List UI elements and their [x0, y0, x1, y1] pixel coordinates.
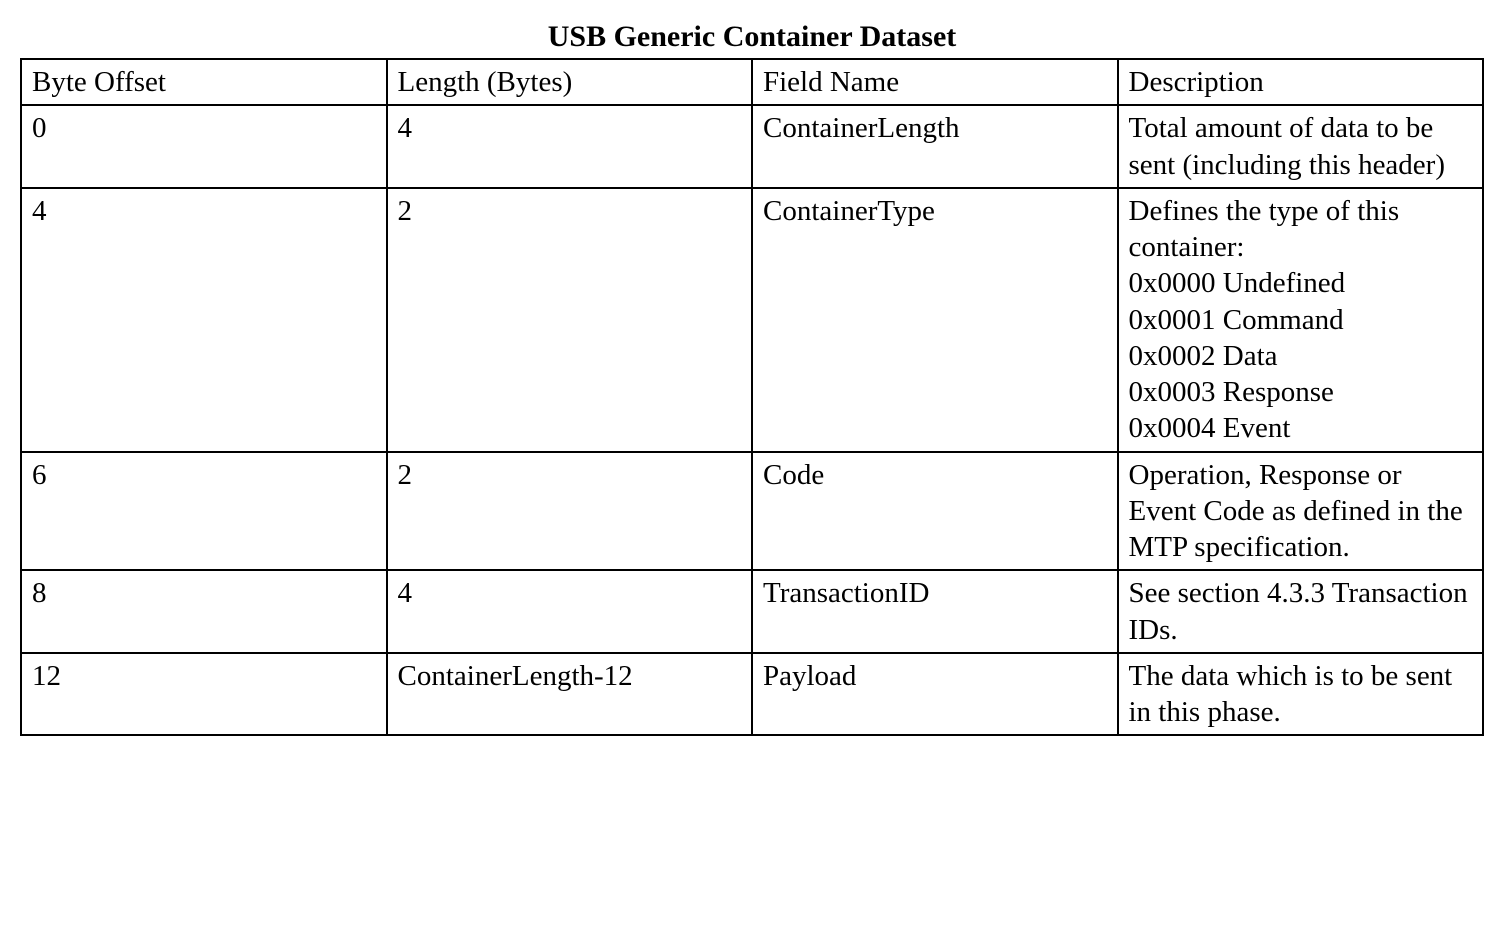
cell-byte-offset: 4 — [21, 188, 387, 452]
cell-length: 2 — [387, 188, 753, 452]
cell-length: ContainerLength-12 — [387, 653, 753, 736]
data-table: Byte Offset Length (Bytes) Field Name De… — [20, 58, 1484, 736]
table-row: 12 ContainerLength-12 Payload The data w… — [21, 653, 1483, 736]
table-row: 6 2 Code Operation, Response or Event Co… — [21, 452, 1483, 571]
col-header-byte-offset: Byte Offset — [21, 59, 387, 105]
col-header-length: Length (Bytes) — [387, 59, 753, 105]
table-row: 0 4 ContainerLength Total amount of data… — [21, 105, 1483, 188]
table-row: 4 2 ContainerType Defines the type of th… — [21, 188, 1483, 452]
cell-byte-offset: 6 — [21, 452, 387, 571]
table-header-row: Byte Offset Length (Bytes) Field Name De… — [21, 59, 1483, 105]
cell-byte-offset: 8 — [21, 570, 387, 653]
cell-field-name: ContainerType — [752, 188, 1118, 452]
cell-field-name: ContainerLength — [752, 105, 1118, 188]
cell-description: See section 4.3.3 Transaction IDs. — [1118, 570, 1484, 653]
cell-length: 4 — [387, 105, 753, 188]
col-header-description: Description — [1118, 59, 1484, 105]
cell-field-name: TransactionID — [752, 570, 1118, 653]
cell-field-name: Payload — [752, 653, 1118, 736]
cell-byte-offset: 12 — [21, 653, 387, 736]
cell-byte-offset: 0 — [21, 105, 387, 188]
cell-description: Operation, Response or Event Code as def… — [1118, 452, 1484, 571]
table-container: USB Generic Container Dataset Byte Offse… — [20, 20, 1484, 736]
cell-length: 4 — [387, 570, 753, 653]
cell-description: Defines the type of this container: 0x00… — [1118, 188, 1484, 452]
cell-field-name: Code — [752, 452, 1118, 571]
cell-description: The data which is to be sent in this pha… — [1118, 653, 1484, 736]
cell-description: Total amount of data to be sent (includi… — [1118, 105, 1484, 188]
cell-length: 2 — [387, 452, 753, 571]
table-title: USB Generic Container Dataset — [20, 20, 1484, 54]
table-row: 8 4 TransactionID See section 4.3.3 Tran… — [21, 570, 1483, 653]
col-header-field-name: Field Name — [752, 59, 1118, 105]
